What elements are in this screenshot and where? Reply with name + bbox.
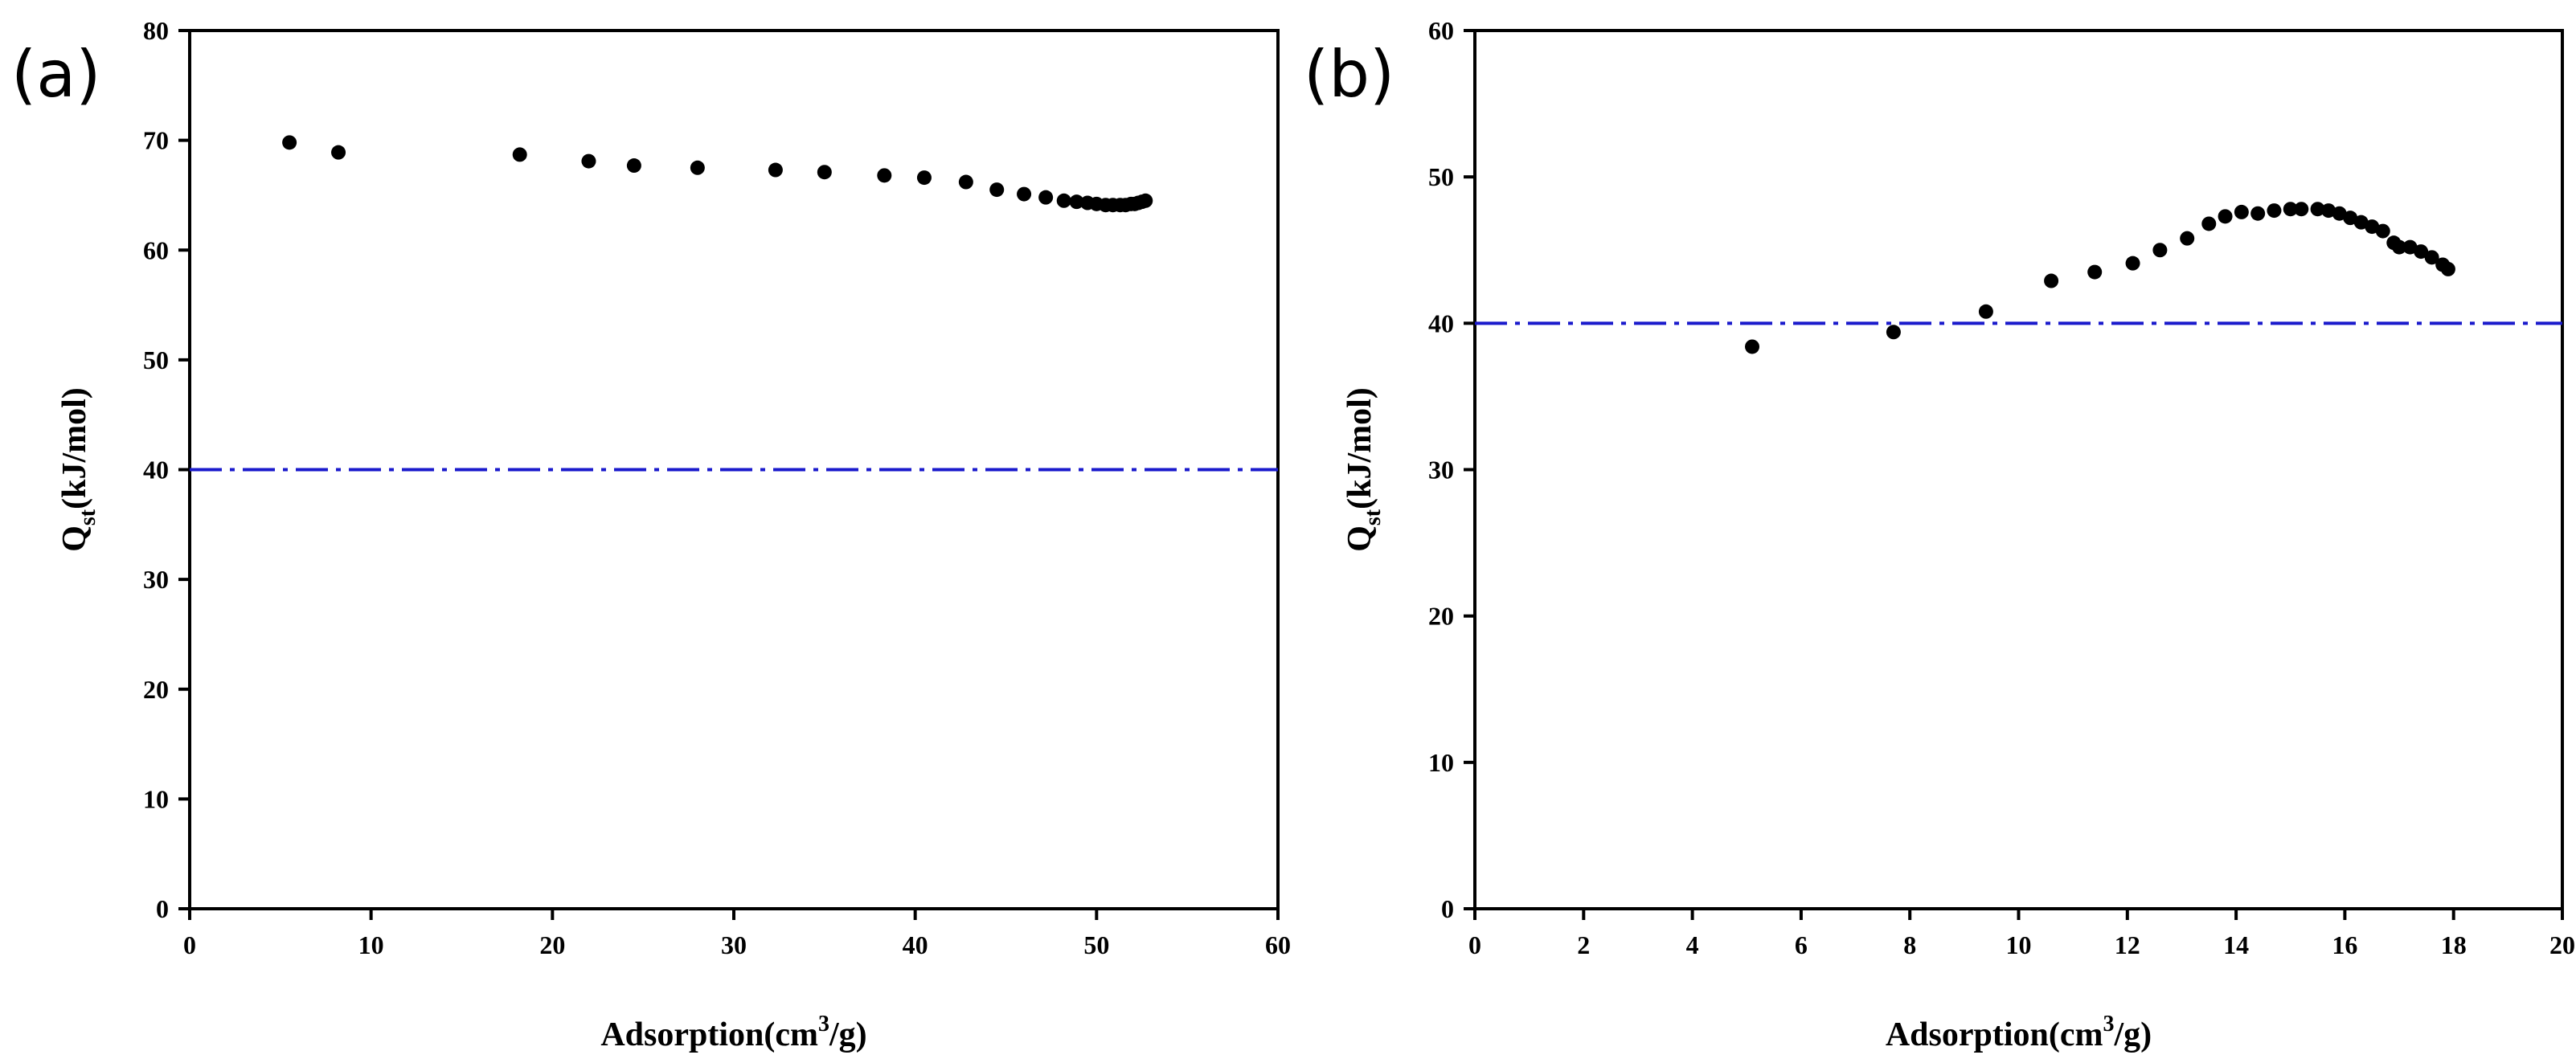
chart-panel-a: (a) 0 10 20 30 40 50 60 0 10 20 30 40 50 60 70 80 Adsor…	[11, 16, 1291, 1053]
x-tick-label: 40	[903, 930, 928, 959]
data-point	[581, 153, 596, 169]
x-tick-label: 14	[2223, 930, 2249, 959]
data-point	[989, 182, 1005, 198]
y-tick-label: 10	[143, 784, 169, 813]
y-tick-label: 50	[1428, 162, 1454, 191]
data-point	[2375, 223, 2390, 239]
plot-frame	[1473, 29, 2564, 910]
x-axis-title: Adsorption(cm3/g)	[1886, 1012, 2152, 1053]
x-tick-label: 20	[539, 930, 565, 959]
data-point	[2201, 216, 2217, 231]
x-tick-label: 18	[2441, 930, 2467, 959]
data-point	[2044, 273, 2059, 288]
data-point	[1745, 339, 1760, 354]
data-point	[1886, 325, 1901, 340]
chart-panel-b: (b) 0 2 4 6 8 10 12 14 16 18 20 0 10 20 30 40 50 60 Adsor…	[1304, 16, 2575, 1053]
y-tick-label: 10	[1428, 748, 1454, 777]
data-point	[2414, 244, 2429, 260]
y-tick-label: 30	[1428, 456, 1454, 485]
x-tick-label: 20	[2549, 930, 2575, 959]
x-axis-title: Adsorption(cm3/g)	[600, 1012, 866, 1053]
data-point	[1138, 193, 1153, 208]
x-tick-label: 4	[1686, 930, 1699, 959]
data-point	[2294, 202, 2309, 217]
data-point	[916, 170, 932, 186]
x-tick-label: 30	[721, 930, 747, 959]
data-point	[877, 168, 892, 183]
x-tick-label: 8	[1903, 930, 1916, 959]
y-tick-label: 30	[143, 565, 169, 594]
data-point	[2218, 209, 2233, 224]
x-tick-label: 0	[183, 930, 196, 959]
x-tick-label: 10	[358, 930, 384, 959]
y-tick-label: 80	[143, 16, 169, 45]
data-point	[1038, 190, 1054, 205]
data-point	[2125, 256, 2140, 271]
data-point	[2402, 239, 2418, 255]
axis-ticks: 0 10 20 30 40 50 60 0 10 20 30 40 50 60 70 80	[143, 16, 1291, 959]
data-point	[2267, 203, 2282, 219]
data-point	[2424, 250, 2439, 265]
data-point	[2365, 219, 2380, 235]
data-point	[2152, 243, 2168, 258]
x-tick-label: 60	[1265, 930, 1291, 959]
data-point	[817, 165, 832, 180]
data-point	[2321, 203, 2336, 219]
data-point	[768, 162, 783, 178]
data-point	[1056, 193, 1071, 208]
data-points	[1745, 202, 2455, 354]
data-point	[2283, 202, 2298, 217]
data-point	[2353, 215, 2369, 230]
data-point	[2087, 264, 2103, 280]
data-point	[626, 158, 641, 174]
y-tick-label: 20	[1428, 602, 1454, 631]
data-point	[2234, 204, 2249, 219]
y-axis-title: Qst(kJ/mol)	[1341, 387, 1386, 552]
data-point	[2310, 202, 2325, 217]
y-tick-label: 60	[143, 235, 169, 264]
data-point	[512, 147, 527, 162]
data-point	[2180, 231, 2195, 246]
data-point	[2332, 206, 2347, 221]
panel-label: (b)	[1304, 37, 1394, 112]
x-tick-label: 10	[2006, 930, 2032, 959]
axis-ticks: 0 2 4 6 8 10 12 14 16 18 20 0 10 20 30 40 50 60	[1428, 16, 2575, 959]
data-point	[958, 174, 973, 190]
y-tick-label: 0	[1441, 894, 1454, 923]
data-point	[282, 135, 297, 150]
x-tick-label: 0	[1468, 930, 1481, 959]
y-tick-label: 0	[156, 894, 169, 923]
x-tick-label: 2	[1577, 930, 1590, 959]
x-tick-label: 6	[1795, 930, 1808, 959]
y-tick-label: 40	[1428, 309, 1454, 337]
data-point	[1017, 186, 1032, 202]
panel-label: (a)	[11, 37, 100, 112]
data-point	[331, 145, 346, 160]
data-point	[2440, 261, 2455, 276]
y-tick-label: 60	[1428, 16, 1454, 45]
y-axis-title: Qst(kJ/mol)	[56, 387, 100, 552]
data-point	[2250, 206, 2266, 221]
data-point	[2392, 239, 2407, 255]
y-tick-label: 50	[143, 346, 169, 374]
y-tick-label: 70	[143, 126, 169, 155]
y-tick-label: 40	[143, 456, 169, 485]
y-tick-label: 20	[143, 675, 169, 704]
x-tick-label: 50	[1083, 930, 1109, 959]
x-tick-label: 12	[2115, 930, 2140, 959]
data-points	[282, 135, 1153, 213]
data-point	[1978, 304, 1993, 319]
x-tick-label: 16	[2332, 930, 2357, 959]
data-point	[1069, 194, 1084, 210]
data-point	[690, 160, 705, 175]
data-point	[2343, 211, 2358, 226]
